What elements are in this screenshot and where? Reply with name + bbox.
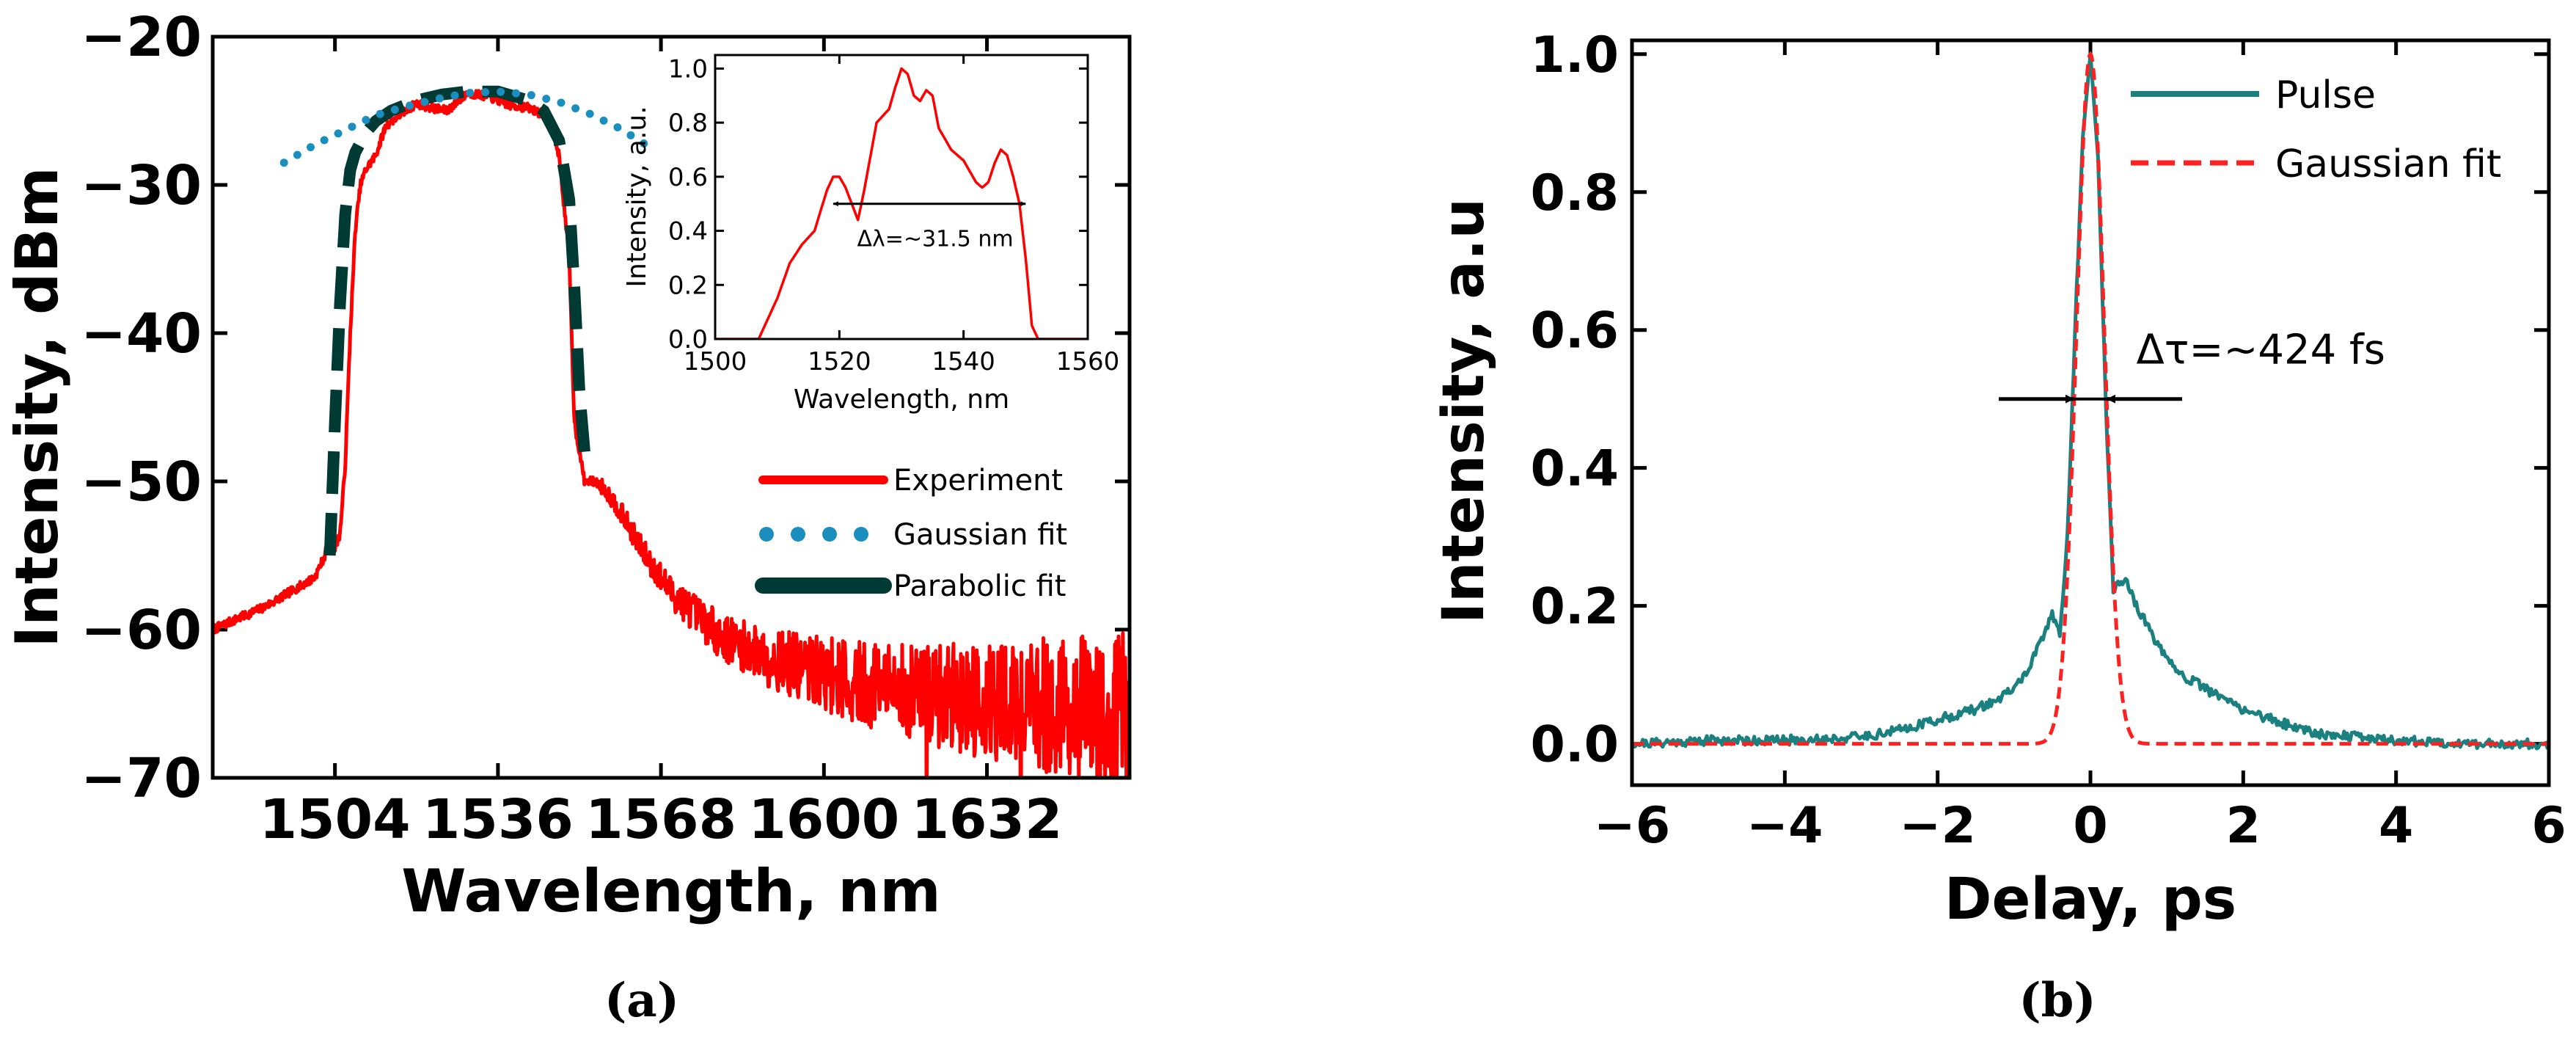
inset-y-tick-label: 1.0 <box>668 54 708 84</box>
panel-b-y-tick-label: 1.0 <box>1531 26 1619 84</box>
legend-label-pulse: Pulse <box>2275 73 2376 117</box>
panel-a-x-tick-label: 1536 <box>422 788 574 851</box>
panel-b-label: (b) <box>2019 973 2096 1028</box>
inset-y-tick-label: 0.4 <box>668 217 708 247</box>
legend-label-parabolic-fit: Parabolic fit <box>893 569 1066 603</box>
legend-label-experiment: Experiment <box>893 464 1063 498</box>
inset-frame <box>714 54 1089 340</box>
panel-a-x-axis-title: Wavelength, nm <box>401 857 940 925</box>
panel-b-y-axis-title: Intensity, a.u <box>1431 198 1497 624</box>
inset-y-axis-title: Intensity, a.u. <box>622 106 652 287</box>
panel-a-y-tick-label: −40 <box>81 302 202 365</box>
panel-a-x-tick-label: 1568 <box>585 788 736 851</box>
panel-b-series <box>1632 51 2549 751</box>
inset-y-tick-label: 0.2 <box>668 271 708 300</box>
panel-b-x-tick-label: −6 <box>1594 797 1670 855</box>
panel-a-legend: Experiment Gaussian fit Parabolic fit <box>755 464 1067 603</box>
fwhm-label: Δτ=~424 fs <box>2137 327 2385 374</box>
panel-a-inset: 1500 1520 1540 1560 0.0 0.2 0.4 0.6 0.8 1.0 Δλ=~3… <box>622 54 1119 415</box>
panel-b-tick-labels: −6 −4 −2 0 2 4 6 0.0 0.2 0.4 0.6 0.8 1.0 <box>1531 26 2566 855</box>
panel-a-y-tick-label: −30 <box>81 154 202 217</box>
inset-x-tick-label: 1540 <box>932 347 995 376</box>
panel-b-x-tick-label: 0 <box>2073 797 2107 855</box>
series-parabolic-fit <box>323 85 590 556</box>
panel-a-x-tick-label: 1632 <box>912 788 1063 851</box>
panel-b-y-tick-label: 0.6 <box>1531 302 1619 360</box>
panel-b-y-tick-label: 0.8 <box>1531 164 1619 222</box>
panel-b: −6 −4 −2 0 2 4 60.00.20.40.60.81.0 Δτ=~424 fs … <box>1431 26 2566 1028</box>
inset-x-tick-label: 1520 <box>808 347 871 376</box>
legend-label-gaussian-fit-b: Gaussian fit <box>2275 142 2501 186</box>
inset-series <box>715 67 1088 339</box>
panel-a-y-tick-label: −50 <box>81 451 202 514</box>
panel-b-x-tick-label: −4 <box>1746 797 1823 855</box>
panel-a-y-axis-title: Intensity, dBm <box>3 167 71 647</box>
panel-a-y-tick-label: −70 <box>81 747 202 810</box>
panel-b-y-tick-label: 0.2 <box>1531 578 1619 636</box>
series-gaussian-fit-b <box>1632 51 2549 746</box>
panel-b-ticks <box>1630 40 2551 785</box>
panel-b-x-axis-title: Delay, ps <box>1944 867 2236 933</box>
inset-y-tick-label: 0.8 <box>668 109 708 138</box>
panel-b-x-tick-label: −2 <box>1900 797 1976 855</box>
inset-x-tick-label: 1500 <box>684 347 747 376</box>
panel-a: 1504 1536 1568 1600 1632 −70 −60 −50 −40 −30 −20 W… <box>3 6 1132 1028</box>
inset-series-spectrum <box>715 67 1088 339</box>
panel-b-legend: Pulse Gaussian fit <box>2131 73 2501 186</box>
panel-a-x-tick-label: 1504 <box>260 788 411 851</box>
inset-y-tick-label: 0.0 <box>668 325 708 354</box>
panel-a-y-tick-label: −20 <box>81 6 202 69</box>
panel-a-y-tick-label: −60 <box>81 599 202 662</box>
inset-x-axis-title: Wavelength, nm <box>794 385 1009 415</box>
panel-a-label: (a) <box>604 973 679 1028</box>
panel-b-plot-frame <box>1630 38 2551 787</box>
series-gaussian-fit <box>279 87 655 167</box>
panel-b-x-tick-label: 4 <box>2379 797 2413 855</box>
panel-b-x-tick-label: 2 <box>2226 797 2261 855</box>
series-experiment <box>213 89 1130 778</box>
inset-fwhm-label: Δλ=~31.5 nm <box>857 227 1014 252</box>
inset-tick-labels: 1500 1520 1540 1560 0.0 0.2 0.4 0.6 0.8 1.0 <box>668 54 1119 376</box>
panel-a-plot-frame <box>211 34 1132 780</box>
inset-y-tick-label: 0.6 <box>668 163 708 192</box>
panel-a-series <box>213 85 1130 778</box>
panel-a-tick-labels: 1504 1536 1568 1600 1632 −70 −60 −50 −40 −30 −20 <box>81 6 1063 851</box>
panel-b-y-tick-label: 0.4 <box>1531 440 1619 498</box>
panel-b-y-tick-label: 0.0 <box>1531 716 1619 774</box>
inset-x-tick-label: 1560 <box>1056 347 1120 376</box>
legend-label-gaussian-fit: Gaussian fit <box>893 518 1067 552</box>
panel-a-x-tick-label: 1600 <box>748 788 899 851</box>
inset-background <box>715 55 1088 339</box>
panel-b-x-tick-label: 6 <box>2531 797 2566 855</box>
